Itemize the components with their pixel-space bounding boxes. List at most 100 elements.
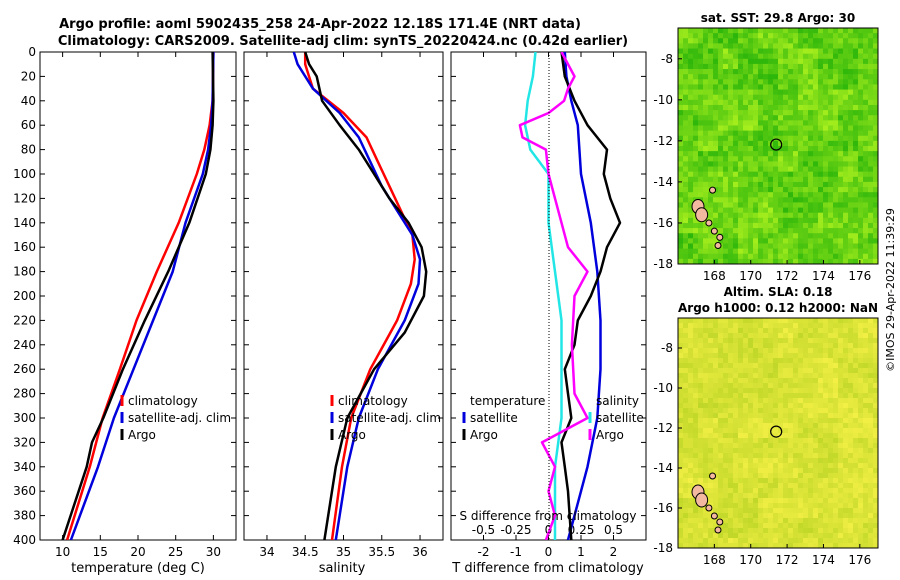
map-cell	[708, 99, 714, 106]
map-cell	[803, 468, 809, 474]
map-cell	[788, 248, 794, 255]
map-cell	[833, 176, 839, 183]
map-cell	[693, 181, 699, 188]
map-cell	[793, 166, 799, 173]
map-cell	[718, 140, 724, 147]
map-cell	[713, 171, 719, 178]
map-cell	[688, 333, 694, 339]
map-cell	[823, 323, 829, 329]
map-cell	[753, 523, 759, 529]
map-cell	[713, 523, 719, 529]
map-cell	[788, 368, 794, 374]
map-cell	[778, 473, 784, 479]
map-cell	[868, 438, 874, 444]
map-cell	[753, 543, 759, 548]
map-cell	[773, 151, 779, 157]
map-cell	[773, 318, 779, 324]
map-cell	[683, 156, 689, 162]
map-cell	[793, 228, 799, 234]
map-cell	[853, 125, 859, 132]
map-cell	[758, 217, 764, 224]
map-cell	[873, 333, 878, 339]
map-cell	[793, 518, 799, 524]
map-cell	[768, 156, 774, 162]
map-cell	[683, 463, 689, 469]
map-cell	[818, 63, 824, 70]
map-cell	[778, 43, 784, 49]
map-cell	[858, 503, 864, 509]
map-cell	[703, 248, 709, 255]
map-cell	[783, 418, 789, 424]
map-cell	[823, 333, 829, 339]
temperature-series-argo	[61, 52, 215, 540]
map-cell	[718, 187, 724, 193]
map-cell	[783, 373, 789, 379]
map-cell	[788, 343, 794, 349]
map-cell	[818, 398, 824, 404]
map-cell	[863, 328, 869, 334]
map-cell	[703, 243, 709, 250]
map-cell	[828, 513, 834, 519]
map-cell	[738, 438, 744, 444]
map-cell	[713, 115, 719, 121]
map-cell	[753, 503, 759, 509]
map-cell	[708, 388, 714, 394]
map-cell	[858, 533, 864, 539]
map-cell	[748, 443, 754, 449]
map-cell	[758, 413, 764, 419]
map-cell	[713, 212, 719, 219]
map-cell	[703, 99, 709, 106]
map-cell	[728, 488, 734, 494]
map-cell	[708, 135, 714, 142]
map-cell	[798, 333, 804, 339]
map-cell	[798, 197, 804, 203]
map-cell	[788, 202, 794, 208]
island-shape	[695, 492, 709, 508]
map-cell	[833, 38, 839, 44]
map-cell	[833, 166, 839, 173]
map-cell	[863, 433, 869, 439]
map-cell	[693, 233, 699, 239]
map-cell	[863, 478, 869, 484]
map-cell	[783, 408, 789, 414]
argo-float-marker	[770, 425, 783, 438]
map-cell	[793, 493, 799, 499]
salinity-series-satellite-adj-clim	[292, 52, 422, 540]
map-cell	[723, 443, 729, 449]
map-x-tick-label: 170	[739, 269, 762, 283]
map-cell	[693, 238, 699, 244]
map-cell	[778, 358, 784, 364]
map-cell	[748, 433, 754, 439]
map-cell	[728, 115, 734, 121]
map-cell	[768, 388, 774, 394]
salinity-xlabel: salinity	[319, 561, 366, 576]
map-cell	[703, 333, 709, 339]
map-cell	[818, 84, 824, 90]
map-cell	[778, 483, 784, 489]
map-cell	[678, 125, 684, 132]
map-cell	[768, 343, 774, 349]
map-cell	[813, 89, 819, 96]
map-cell	[848, 130, 854, 137]
map-cell	[828, 498, 834, 504]
map-cell	[828, 94, 834, 101]
map-cell	[778, 248, 784, 255]
map-cell	[833, 104, 839, 111]
map-cell	[873, 503, 878, 509]
map-cell	[833, 473, 839, 479]
map-cell	[773, 33, 779, 39]
map-cell	[768, 192, 774, 198]
map-cell	[823, 33, 829, 39]
map-cell	[678, 468, 684, 474]
map-cell	[868, 161, 874, 167]
map-cell	[758, 99, 764, 106]
map-cell	[683, 318, 689, 324]
map-cell	[848, 238, 854, 244]
map-cell	[868, 187, 874, 193]
map-cell	[738, 468, 744, 474]
map-cell	[743, 58, 749, 65]
figure-title-line1: Argo profile: aoml 5902435_258 24-Apr-20…	[59, 17, 581, 32]
map-cell	[718, 348, 724, 354]
map-cell	[773, 104, 779, 111]
map-cell	[688, 38, 694, 44]
